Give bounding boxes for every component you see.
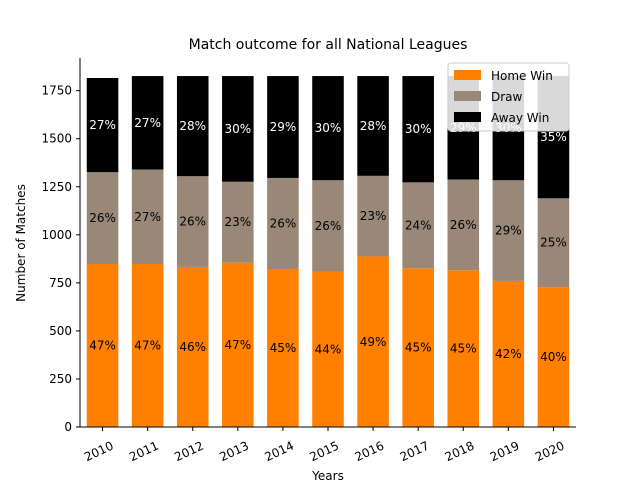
bar-away-win-2010	[86, 77, 119, 173]
bar-draw-2011	[131, 169, 164, 265]
legend-swatch-home-win	[454, 70, 481, 80]
bar-label-away-win-2010: 27%	[89, 118, 116, 132]
x-tick-label-2011: 2011	[127, 439, 161, 465]
bar-away-win-2014	[267, 76, 299, 178]
bar-label-draw-2019: 29%	[495, 224, 522, 238]
x-tick-label-2017: 2017	[398, 439, 432, 465]
y-axis-label: Number of Matches	[14, 184, 28, 302]
legend: Home Win Draw Away Win	[447, 62, 570, 132]
bars-group	[86, 76, 570, 427]
legend-swatch-draw	[454, 91, 481, 101]
x-tick-label-2016: 2016	[353, 439, 387, 465]
bar-home-win-2013	[222, 262, 254, 427]
y-tick-label-500: 500	[49, 324, 72, 338]
bar-label-draw-2018: 26%	[450, 218, 477, 232]
y-tick-label-1250: 1250	[41, 180, 72, 194]
bar-label-draw-2011: 27%	[134, 210, 161, 224]
x-tick-label-2018: 2018	[443, 439, 477, 465]
bar-home-win-2016	[357, 256, 389, 427]
y-tick-label-250: 250	[49, 372, 72, 386]
bar-label-home-win-2011: 47%	[134, 339, 161, 353]
bar-label-home-win-2015: 44%	[315, 342, 342, 356]
bar-away-win-2012	[176, 76, 209, 177]
bar-home-win-2012	[176, 266, 209, 427]
x-tick-label-2019: 2019	[488, 439, 522, 465]
bar-label-away-win-2014: 29%	[270, 120, 297, 134]
bar-label-home-win-2020: 40%	[540, 350, 567, 364]
y-tick-label-0: 0	[64, 420, 72, 434]
bar-draw-2010	[86, 172, 119, 265]
bar-draw-2012	[176, 176, 209, 267]
legend-label-away-win: Away Win	[491, 111, 549, 125]
bar-home-win-2017	[402, 268, 434, 427]
bar-home-win-2014	[267, 269, 299, 427]
bar-label-home-win-2013: 47%	[224, 338, 251, 352]
bar-away-win-2011	[131, 76, 164, 170]
y-tick-label-1750: 1750	[41, 84, 72, 98]
legend-label-draw: Draw	[491, 90, 523, 104]
x-tick-label-2013: 2013	[217, 439, 251, 465]
y-tick-label-1500: 1500	[41, 132, 72, 146]
x-tick-label-2010: 2010	[82, 439, 116, 465]
bar-label-home-win-2010: 47%	[89, 339, 116, 353]
bar-draw-2018	[447, 179, 480, 271]
bar-away-win-2015	[312, 76, 344, 181]
bar-away-win-2017	[402, 76, 434, 183]
bar-label-home-win-2019: 42%	[495, 347, 522, 361]
x-tick-label-2012: 2012	[172, 439, 206, 465]
x-tick-label-2014: 2014	[262, 439, 296, 465]
bar-draw-2017	[402, 182, 434, 269]
x-axis-label: Years	[311, 469, 344, 480]
bar-label-draw-2015: 26%	[315, 219, 342, 233]
bar-label-home-win-2016: 49%	[360, 335, 387, 349]
legend-label-home-win: Home Win	[491, 69, 553, 83]
bar-label-away-win-2020: 35%	[540, 130, 567, 144]
bar-label-home-win-2012: 46%	[179, 340, 206, 354]
bar-label-draw-2012: 26%	[179, 215, 206, 229]
bar-home-win-2010	[86, 264, 119, 427]
x-tick-label-2015: 2015	[308, 439, 342, 465]
bar-draw-2020	[537, 198, 570, 288]
legend-swatch-away-win	[454, 112, 481, 122]
bar-label-away-win-2013: 30%	[224, 122, 251, 136]
y-tick-label-750: 750	[49, 276, 72, 290]
bar-home-win-2020	[537, 287, 570, 427]
bar-label-home-win-2017: 45%	[405, 341, 432, 355]
bar-home-win-2015	[312, 271, 344, 427]
bar-label-draw-2010: 26%	[89, 211, 116, 225]
bar-draw-2016	[357, 175, 389, 257]
bar-label-away-win-2011: 27%	[134, 116, 161, 130]
bar-home-win-2019	[492, 280, 525, 427]
bar-label-away-win-2012: 28%	[179, 119, 206, 133]
bar-label-away-win-2016: 28%	[360, 119, 387, 133]
bar-home-win-2018	[447, 270, 480, 427]
bar-label-draw-2014: 26%	[270, 216, 297, 230]
bar-label-away-win-2017: 30%	[405, 122, 432, 136]
bar-label-home-win-2018: 45%	[450, 342, 477, 356]
bar-label-draw-2017: 24%	[405, 218, 432, 232]
bar-label-draw-2013: 23%	[224, 215, 251, 229]
bar-draw-2015	[312, 180, 344, 272]
chart-title: Match outcome for all National Leagues	[189, 37, 468, 53]
bar-draw-2019	[492, 180, 525, 281]
bar-label-draw-2016: 23%	[360, 209, 387, 223]
y-tick-label-1000: 1000	[41, 228, 72, 242]
bar-away-win-2016	[357, 76, 389, 176]
bar-label-away-win-2015: 30%	[315, 121, 342, 135]
x-tick-label-2020: 2020	[533, 439, 567, 465]
bar-label-draw-2020: 25%	[540, 236, 567, 250]
bar-label-home-win-2014: 45%	[270, 341, 297, 355]
bar-draw-2014	[267, 177, 299, 270]
bar-away-win-2013	[222, 76, 254, 182]
bar-draw-2013	[222, 181, 254, 263]
bar-home-win-2011	[131, 264, 164, 427]
